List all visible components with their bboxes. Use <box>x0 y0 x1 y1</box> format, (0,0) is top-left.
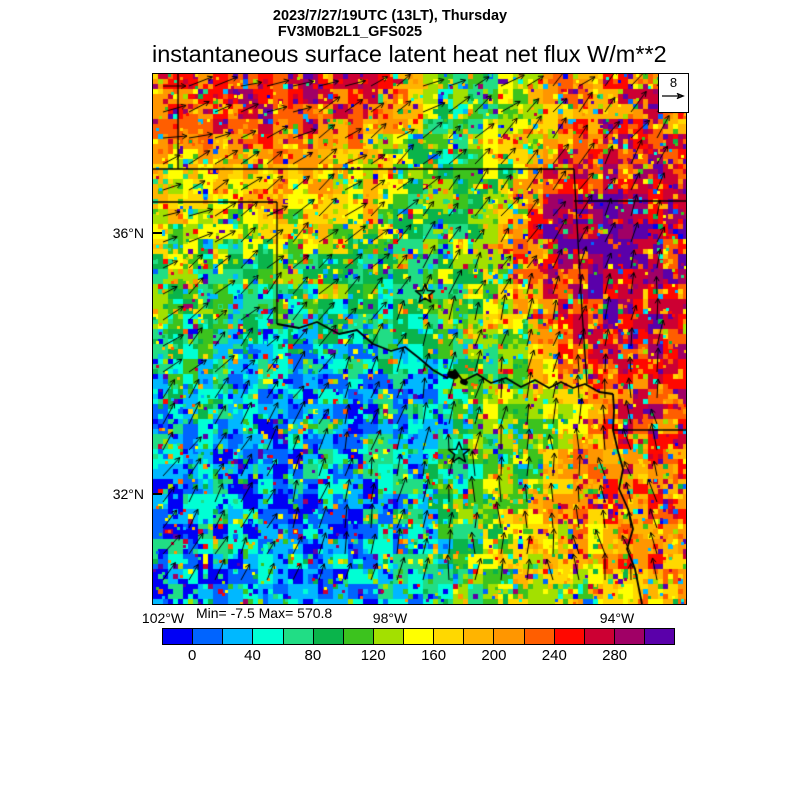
colorbar-cell <box>524 629 555 644</box>
colorbar-cell <box>645 629 675 644</box>
lon-label-102w: 102°W <box>141 610 185 626</box>
wind-reference-box: 8 <box>658 73 689 113</box>
colorbar-tick-label: 200 <box>481 647 507 664</box>
colorbar-labels: 0 40 80 120 160 200 240 280 <box>162 647 675 665</box>
colorbar-cell <box>404 629 435 644</box>
colorbar-cell <box>313 629 344 644</box>
colorbar-cell <box>373 629 404 644</box>
lat-tick-36n <box>153 232 162 234</box>
colorbar-cell <box>554 629 585 644</box>
lon-label-98w: 98°W <box>372 610 408 626</box>
colorbar-cell <box>253 629 284 644</box>
colorbar-cell <box>584 629 615 644</box>
datetime-title: 2023/7/27/19UTC (13LT), Thursday <box>272 8 508 24</box>
colorbar-tick-label: 80 <box>304 647 322 664</box>
colorbar-cell <box>193 629 224 644</box>
reference-arrow-icon <box>662 92 685 100</box>
colorbar-cell <box>434 629 465 644</box>
min-max-stats: Min= -7.5 Max= 570.8 <box>196 605 333 621</box>
plot-title: instantaneous surface latent heat net fl… <box>152 41 667 67</box>
colorbar-tick-label: 240 <box>541 647 567 664</box>
colorbar <box>162 628 675 645</box>
lat-label-32n: 32°N <box>112 486 144 502</box>
colorbar-cell <box>464 629 495 644</box>
colorbar-tick-label: 0 <box>188 647 197 664</box>
colorbar-tick-label: 280 <box>602 647 628 664</box>
lat-tick-32n <box>153 493 162 495</box>
colorbar-cell <box>494 629 525 644</box>
colorbar-cell <box>614 629 645 644</box>
lon-label-94w: 94°W <box>599 610 635 626</box>
wind-reference-value: 8 <box>669 75 678 90</box>
colorbar-cell <box>163 629 194 644</box>
colorbar-tick-label: 160 <box>421 647 447 664</box>
map-frame: 8 <box>152 73 689 605</box>
colorbar-cell <box>343 629 374 644</box>
colorbar-cell <box>223 629 254 644</box>
colorbar-tick-label: 40 <box>244 647 261 664</box>
colorbar-cell <box>283 629 314 644</box>
lat-label-36n: 36°N <box>112 225 144 241</box>
flux-map-canvas <box>153 74 686 604</box>
colorbar-tick-label: 120 <box>360 647 386 664</box>
model-name-title: FV3M0B2L1_GFS025 <box>277 24 423 40</box>
